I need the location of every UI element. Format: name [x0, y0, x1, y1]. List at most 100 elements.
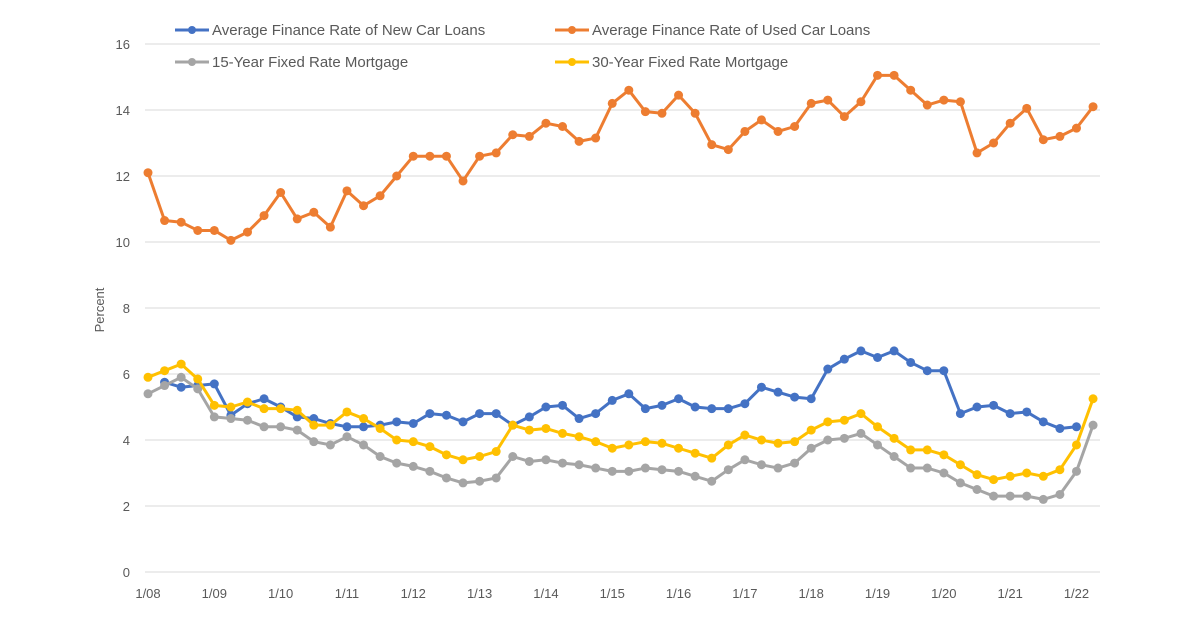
data-point — [591, 437, 601, 447]
y-tick-label: 8 — [123, 301, 130, 316]
data-point — [574, 136, 584, 146]
legend-label: 15-Year Fixed Rate Mortgage — [212, 54, 408, 71]
data-point — [756, 460, 766, 470]
data-point — [209, 412, 219, 422]
data-point — [325, 440, 335, 450]
data-point — [591, 463, 601, 473]
data-point — [325, 420, 335, 430]
data-point — [856, 409, 866, 419]
data-point — [889, 452, 899, 461]
data-point — [740, 126, 750, 136]
data-point — [723, 440, 733, 450]
data-point — [939, 468, 949, 478]
data-point — [591, 133, 601, 143]
x-axis-ticks: 1/08 1/09 1/10 1/11 1/12 1/13 1/14 1/15 1/16 1/17… — [135, 586, 1089, 601]
data-point — [939, 95, 949, 105]
data-point — [640, 107, 650, 117]
data-point — [160, 216, 170, 226]
data-point — [342, 432, 352, 442]
data-point — [574, 414, 584, 424]
data-point — [839, 433, 849, 443]
data-point — [209, 379, 219, 389]
data-point — [259, 394, 269, 404]
data-point — [160, 381, 170, 391]
data-point — [276, 404, 286, 414]
x-tick-label: 1/09 — [202, 586, 227, 601]
data-point — [524, 131, 534, 141]
data-point — [740, 455, 750, 465]
data-point — [1088, 420, 1098, 430]
data-point — [408, 437, 418, 447]
data-point — [806, 443, 816, 453]
series-line — [146, 73, 1095, 242]
data-point — [375, 191, 385, 201]
data-point — [541, 455, 551, 465]
data-point — [541, 402, 551, 412]
data-point — [707, 140, 717, 150]
data-point — [823, 95, 833, 105]
data-point — [823, 435, 833, 445]
data-point — [276, 188, 286, 197]
data-point — [143, 372, 153, 382]
legend-item: 30-Year Fixed Rate Mortgage — [555, 54, 788, 71]
y-tick-label: 12 — [116, 169, 130, 184]
data-point — [806, 98, 816, 108]
data-point — [773, 463, 783, 473]
data-point — [359, 422, 369, 432]
data-point — [441, 473, 451, 483]
data-point — [491, 447, 501, 457]
data-point — [1038, 417, 1048, 427]
data-point — [955, 478, 965, 488]
y-tick-label: 0 — [123, 565, 130, 580]
data-point — [242, 227, 252, 237]
x-tick-label: 1/14 — [533, 586, 558, 601]
data-point — [458, 176, 468, 186]
x-tick-label: 1/17 — [732, 586, 757, 601]
data-point — [1038, 135, 1048, 145]
data-point — [707, 476, 717, 486]
data-point — [707, 453, 717, 463]
data-point — [823, 364, 833, 374]
data-point — [143, 389, 153, 399]
data-point — [292, 425, 302, 435]
data-point — [193, 384, 203, 394]
data-point — [690, 402, 700, 412]
data-point — [690, 448, 700, 458]
data-point — [591, 409, 601, 419]
data-point — [574, 460, 584, 470]
data-point — [342, 407, 352, 417]
y-tick-label: 14 — [116, 103, 130, 118]
data-point — [873, 70, 883, 80]
data-point — [1022, 103, 1032, 113]
legend-item: Average Finance Rate of Used Car Loans — [555, 22, 870, 39]
data-point — [1055, 465, 1065, 475]
data-point — [259, 422, 269, 432]
data-point — [325, 222, 335, 232]
data-point — [906, 463, 916, 473]
data-point — [508, 420, 518, 430]
data-point — [972, 485, 982, 494]
data-point — [740, 430, 750, 440]
data-point — [425, 151, 435, 161]
data-point — [640, 404, 650, 414]
data-point — [972, 470, 982, 480]
x-tick-label: 1/16 — [666, 586, 691, 601]
data-point — [359, 414, 369, 424]
data-point — [674, 466, 684, 476]
data-point — [756, 382, 766, 392]
data-point — [193, 374, 203, 384]
data-point — [657, 465, 667, 475]
data-point — [607, 395, 617, 405]
data-point — [475, 476, 485, 486]
data-point — [1088, 102, 1098, 112]
data-point — [922, 463, 932, 473]
data-point — [508, 130, 518, 140]
data-point — [276, 422, 286, 432]
y-axis-label: Percent — [92, 287, 107, 332]
data-point — [508, 452, 518, 461]
data-point — [839, 354, 849, 364]
data-point — [922, 445, 932, 455]
data-point — [359, 440, 369, 450]
data-point — [939, 366, 949, 376]
data-point — [989, 491, 999, 501]
